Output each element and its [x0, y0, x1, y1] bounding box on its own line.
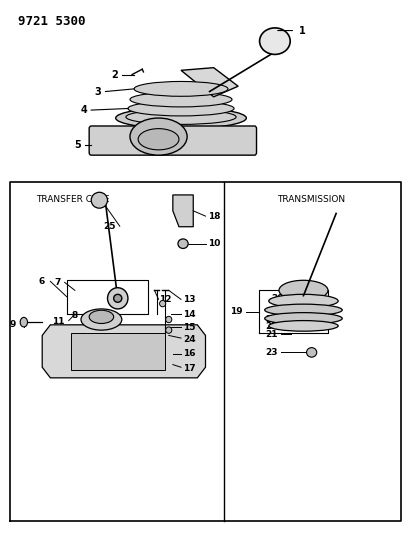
Text: 7: 7 — [54, 278, 60, 287]
Ellipse shape — [307, 348, 317, 357]
Ellipse shape — [159, 301, 166, 307]
Text: 5: 5 — [74, 140, 81, 150]
Text: 24: 24 — [183, 335, 196, 344]
Text: 20: 20 — [272, 294, 284, 303]
Text: 21: 21 — [266, 330, 278, 339]
Text: TRANSMISSION: TRANSMISSION — [277, 195, 346, 204]
Text: 10: 10 — [208, 239, 220, 248]
Text: 1: 1 — [299, 26, 306, 36]
FancyBboxPatch shape — [71, 333, 165, 370]
Ellipse shape — [265, 313, 342, 324]
Text: 12: 12 — [159, 295, 172, 304]
Ellipse shape — [91, 192, 108, 208]
Ellipse shape — [89, 310, 114, 324]
Ellipse shape — [265, 304, 342, 316]
Ellipse shape — [115, 108, 246, 128]
Ellipse shape — [138, 128, 179, 150]
Ellipse shape — [269, 294, 338, 308]
Ellipse shape — [114, 294, 122, 302]
Text: 11: 11 — [52, 317, 65, 326]
Ellipse shape — [178, 239, 188, 248]
Ellipse shape — [279, 280, 328, 301]
Text: 13: 13 — [183, 295, 196, 304]
FancyBboxPatch shape — [89, 126, 256, 155]
Text: TRANSFER CASE: TRANSFER CASE — [36, 195, 110, 204]
Ellipse shape — [130, 118, 187, 155]
Polygon shape — [181, 68, 238, 97]
Text: 4: 4 — [81, 105, 87, 115]
Ellipse shape — [269, 320, 338, 331]
Ellipse shape — [166, 317, 172, 322]
Text: 19: 19 — [231, 307, 243, 316]
Ellipse shape — [128, 101, 234, 116]
Text: 21: 21 — [266, 315, 278, 324]
Text: 23: 23 — [266, 348, 278, 357]
Text: 8: 8 — [72, 311, 78, 320]
Text: 16: 16 — [183, 350, 196, 359]
Text: 18: 18 — [208, 212, 220, 221]
Text: 22: 22 — [266, 322, 278, 332]
Ellipse shape — [20, 317, 28, 327]
Text: 9: 9 — [9, 320, 16, 329]
Ellipse shape — [126, 110, 236, 124]
Ellipse shape — [130, 92, 232, 107]
Text: 15: 15 — [183, 323, 196, 332]
Polygon shape — [173, 195, 193, 227]
Text: 2: 2 — [111, 70, 118, 79]
Text: 6: 6 — [38, 277, 44, 286]
Ellipse shape — [260, 28, 290, 54]
Ellipse shape — [134, 82, 228, 96]
Text: 3: 3 — [95, 86, 102, 96]
Ellipse shape — [108, 288, 128, 309]
Text: 14: 14 — [183, 310, 196, 319]
Ellipse shape — [81, 309, 122, 330]
Polygon shape — [42, 325, 206, 378]
Text: 17: 17 — [183, 364, 196, 373]
Ellipse shape — [166, 327, 172, 333]
Text: 25: 25 — [103, 222, 115, 231]
Text: 9721 5300: 9721 5300 — [18, 14, 85, 28]
